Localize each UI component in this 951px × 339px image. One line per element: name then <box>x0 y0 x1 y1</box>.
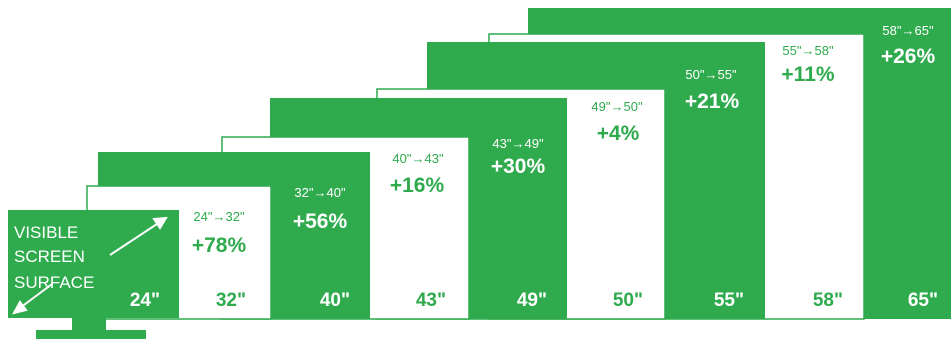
transition-label-58: 55"→58" <box>782 43 834 58</box>
monitor-base <box>36 330 146 339</box>
increase-label-49: +30% <box>491 155 546 178</box>
transition-labels: 24"→32" 32"→40" 40"→43" 43"→49" 49"→50" … <box>193 23 934 224</box>
transition-label-50: 49"→50" <box>591 99 643 114</box>
size-label-50: 50" <box>613 290 643 311</box>
diagonal-arrow-icon <box>12 216 168 315</box>
increase-label-32: +78% <box>192 234 247 257</box>
transition-label-43: 40"→43" <box>392 151 444 166</box>
size-label-55: 55" <box>714 290 744 311</box>
transition-label-49: 43"→49" <box>492 136 544 151</box>
screen-rects <box>8 8 951 339</box>
increase-label-40: +56% <box>293 210 348 233</box>
increase-label-65: +26% <box>881 45 936 68</box>
size-label-24: 24" <box>130 290 160 311</box>
increase-label-50: +4% <box>597 122 640 145</box>
monitor-neck <box>72 318 106 332</box>
increase-label-58: +11% <box>781 63 834 86</box>
transition-label-55: 50"→55" <box>685 67 737 82</box>
increase-labels: +78% +56% +16% +30% +4% +21% +11% +26% <box>192 45 936 257</box>
legend-label: VISIBLE SCREEN SURFACE <box>14 223 94 292</box>
size-label-58: 58" <box>813 290 843 311</box>
size-label-43: 43" <box>416 290 446 311</box>
transition-label-40: 32"→40" <box>294 185 346 200</box>
legend-line-3: SURFACE <box>14 273 94 292</box>
size-label-65: 65" <box>908 290 938 311</box>
transition-label-65: 58"→65" <box>882 23 934 38</box>
legend-line-1: VISIBLE <box>14 223 78 242</box>
size-label-32: 32" <box>216 290 246 311</box>
increase-label-43: +16% <box>390 174 445 197</box>
legend-line-2: SCREEN <box>14 247 85 266</box>
size-label-49: 49" <box>517 290 547 311</box>
size-labels: 24" 32" 40" 43" 49" 50" 55" 58" 65" <box>130 290 938 311</box>
size-label-40: 40" <box>320 290 350 311</box>
transition-label-32: 24"→32" <box>193 209 245 224</box>
increase-label-55: +21% <box>685 90 740 113</box>
